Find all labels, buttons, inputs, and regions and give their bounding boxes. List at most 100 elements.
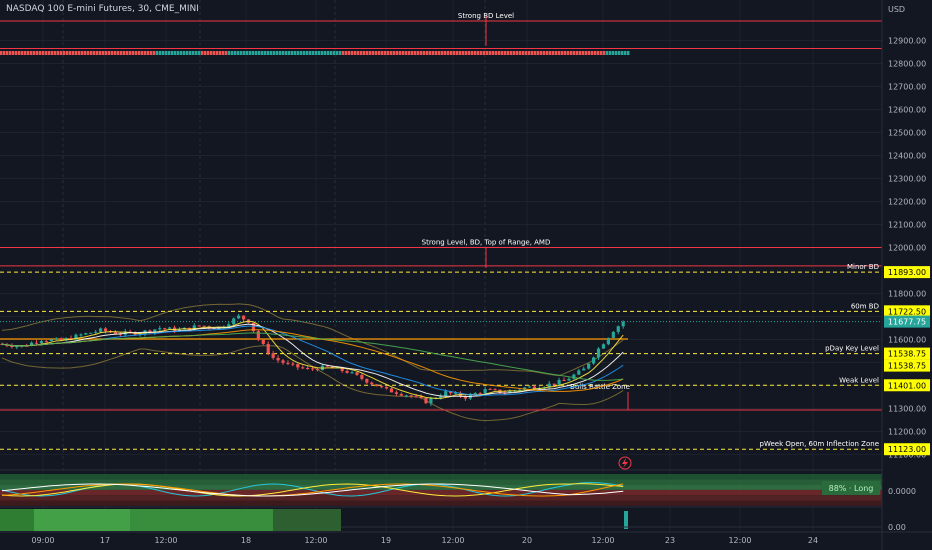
candle-body	[404, 395, 408, 397]
signal-marker	[24, 51, 27, 55]
signal-marker	[567, 51, 570, 55]
signal-marker	[186, 51, 189, 55]
signal-marker	[414, 51, 417, 55]
candle-body	[616, 326, 620, 332]
signal-marker	[504, 51, 507, 55]
candle-body	[276, 357, 280, 361]
y-tick-label: 12500.00	[888, 129, 926, 138]
signal-marker	[321, 51, 324, 55]
y-tick-label: 12300.00	[888, 175, 926, 184]
candle-body	[310, 368, 315, 370]
signal-marker	[45, 51, 48, 55]
signal-marker	[72, 51, 75, 55]
signal-marker	[555, 51, 558, 55]
signal-marker	[36, 51, 39, 55]
signal-marker	[165, 51, 168, 55]
candle-body	[315, 369, 320, 371]
x-tick-label: 18	[241, 536, 251, 545]
candle-body	[148, 330, 152, 333]
last-price-tag-value: 11677.75	[888, 318, 926, 327]
oscillator-line	[1, 483, 624, 497]
signal-marker	[312, 51, 315, 55]
signal-marker	[102, 51, 105, 55]
level-label: Strong Level, BD, Top of Range, AMD	[422, 239, 551, 247]
signal-marker	[300, 51, 303, 55]
candle-body	[399, 393, 403, 396]
x-tick-label: 12:00	[591, 536, 614, 545]
signal-marker	[258, 51, 261, 55]
candle-body	[271, 353, 275, 358]
x-tick-label: 19	[381, 536, 391, 545]
candle-body	[562, 380, 566, 382]
signal-marker	[273, 51, 276, 55]
signal-marker	[588, 51, 591, 55]
candle-body	[227, 324, 231, 327]
signal-marker	[18, 51, 21, 55]
price-tag-box	[884, 347, 930, 360]
last-price-tag-box	[884, 315, 930, 328]
signal-marker	[339, 51, 342, 55]
signal-marker	[411, 51, 414, 55]
signal-marker	[492, 51, 495, 55]
time-axis[interactable]: 09:00 17 12:00 18 12:00 19 12:00 20 12:00 23 12:00…	[31, 536, 818, 545]
candle-body	[197, 325, 201, 327]
signal-marker	[609, 51, 612, 55]
signal-marker	[0, 51, 3, 55]
signal-marker	[465, 51, 468, 55]
signal-marker	[522, 51, 525, 55]
candle-body	[59, 338, 63, 341]
candle-body	[296, 363, 300, 368]
candle-body	[168, 327, 172, 329]
signal-marker	[54, 51, 57, 55]
candle-body	[330, 366, 334, 369]
signal-marker	[576, 51, 579, 55]
signal-marker	[351, 51, 354, 55]
signal-marker	[126, 51, 129, 55]
signal-marker	[399, 51, 402, 55]
candle-body	[611, 331, 615, 338]
signal-marker	[6, 51, 9, 55]
price-tag-value: 11538.75	[888, 350, 926, 359]
signal-marker	[453, 51, 456, 55]
signal-marker	[612, 51, 615, 55]
oscillator-band	[0, 500, 882, 506]
candle-body	[567, 378, 571, 381]
candle-body	[74, 334, 78, 340]
signal-marker	[294, 51, 297, 55]
signal-marker	[387, 51, 390, 55]
signal-marker	[303, 51, 306, 55]
lower-axis-tick: 0.00	[888, 523, 906, 532]
signal-marker	[558, 51, 561, 55]
signal-marker	[459, 51, 462, 55]
signal-marker	[420, 51, 423, 55]
signal-marker	[585, 51, 588, 55]
oscillator-band	[0, 495, 882, 501]
candle-body	[345, 371, 349, 373]
signal-marker	[393, 51, 396, 55]
signal-marker	[366, 51, 369, 55]
symbol-title[interactable]: NASDAQ 100 E-mini Futures, 30, CME_MINI	[6, 4, 199, 14]
candle-body	[118, 333, 122, 335]
candle-body	[365, 378, 369, 383]
signal-marker	[348, 51, 351, 55]
signal-marker	[63, 51, 66, 55]
signal-marker	[39, 51, 42, 55]
signal-marker	[594, 51, 597, 55]
x-tick-label: 12:00	[304, 536, 327, 545]
signal-marker	[309, 51, 312, 55]
signal-marker	[531, 51, 534, 55]
signal-marker	[462, 51, 465, 55]
lower-pane-bar	[624, 511, 628, 529]
signal-marker	[12, 51, 15, 55]
candle-body	[44, 341, 48, 343]
signal-marker	[369, 51, 372, 55]
candle-body	[360, 374, 364, 379]
signal-marker	[324, 51, 327, 55]
signal-marker	[150, 51, 153, 55]
signal-marker	[507, 51, 510, 55]
x-tick-label: 24	[808, 536, 818, 545]
candle-body	[325, 365, 329, 367]
y-tick-label: 11800.00	[888, 290, 926, 299]
signal-marker	[42, 51, 45, 55]
